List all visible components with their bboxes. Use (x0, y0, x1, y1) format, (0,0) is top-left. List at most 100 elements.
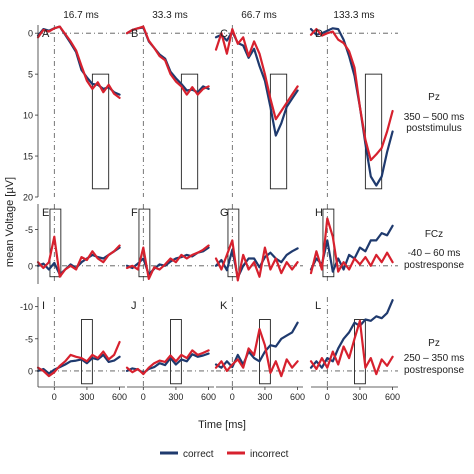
x-tick-label: 600 (201, 392, 216, 402)
column-title-3: 66.7 ms (241, 10, 277, 21)
series-line-incorrect (125, 349, 210, 376)
analysis-window-box (81, 319, 93, 385)
panel-letter: K (220, 300, 228, 312)
panel-G: G (214, 204, 303, 284)
panel-letter: D (315, 28, 323, 40)
series-line-incorrect (36, 340, 121, 378)
panel-background (38, 25, 125, 197)
panel-F: F (125, 204, 214, 284)
panel-B: B (125, 25, 214, 197)
panel-letter: B (131, 28, 138, 40)
y-tick-label: 20 (23, 193, 33, 203)
panel-background (127, 204, 214, 284)
x-tick-label: 600 (385, 392, 400, 402)
legend-label-correct: correct (183, 449, 214, 460)
series-line-correct (214, 247, 299, 279)
y-tick-label: -5 (25, 334, 33, 344)
row1-window-line2: poststimulus (406, 123, 462, 134)
panel-letter: A (42, 28, 50, 40)
row2-electrode: FCz (425, 229, 443, 240)
legend-label-incorrect: incorrect (250, 449, 289, 460)
panel-letter: F (131, 207, 138, 219)
series-line-incorrect (125, 25, 210, 96)
series-line-incorrect (309, 217, 394, 275)
series-line-incorrect (309, 319, 394, 376)
y-tick-label: -5 (25, 225, 33, 235)
series-line-incorrect (36, 25, 121, 100)
series-line-incorrect (36, 235, 121, 278)
analysis-window-box (91, 73, 110, 190)
analysis-window-box (49, 208, 62, 278)
column-title-4: 133.3 ms (333, 10, 374, 21)
y-tick-label: 15 (23, 152, 33, 162)
panel-letter: H (315, 207, 323, 219)
panel-K: K 0 300 600 (214, 297, 305, 402)
panel-C: C (214, 25, 303, 197)
panel-I: I -10 -5 0 0 300 600 (20, 297, 127, 402)
y-tick-label: 10 (23, 111, 33, 121)
analysis-window-box (138, 208, 151, 278)
series-line-incorrect (125, 244, 210, 280)
x-tick-label: 300 (352, 392, 367, 402)
row3-electrode: Pz (428, 338, 440, 349)
series-line-correct (309, 27, 394, 187)
row3-window-line1: 250 – 350 ms (404, 353, 465, 364)
panel-E: E -5 0 (25, 204, 125, 284)
analysis-window-box (180, 73, 199, 190)
y-tick-label: 5 (28, 70, 33, 80)
x-tick-label: 600 (112, 392, 127, 402)
row2-window-line2: postresponse (404, 260, 464, 271)
analysis-window-box (259, 319, 271, 385)
panel-D: D (309, 25, 398, 197)
x-tick-label: 0 (52, 392, 57, 402)
panel-background (38, 204, 125, 284)
series-line-incorrect (309, 28, 394, 162)
row1-window-line1: 350 – 500 ms (404, 112, 465, 123)
panel-H: H (309, 204, 398, 284)
panel-background (311, 25, 398, 197)
y-tick-label: 0 (28, 366, 33, 376)
analysis-window-box (354, 319, 366, 385)
x-tick-label: 300 (79, 392, 94, 402)
y-tick-label: 0 (28, 29, 33, 39)
x-tick-label: 300 (257, 392, 272, 402)
panel-background (216, 25, 303, 197)
x-tick-label: 0 (230, 392, 235, 402)
series-line-correct (36, 353, 121, 375)
x-tick-label: 0 (325, 392, 330, 402)
panel-A: A0 5 10 15 20 (23, 25, 125, 203)
legend: correct incorrect (160, 449, 289, 460)
panel-J: J 0 300 600 (125, 297, 216, 402)
row1-electrode: Pz (428, 92, 440, 103)
row3-window-line2: postresponse (404, 365, 464, 376)
panel-letter: G (220, 207, 229, 219)
series-line-correct (214, 321, 299, 369)
analysis-window-box (364, 73, 383, 190)
x-axis-label: Time [ms] (198, 419, 246, 431)
x-tick-label: 600 (290, 392, 305, 402)
column-title-1: 16.7 ms (63, 10, 99, 21)
panel-background (127, 25, 214, 197)
series-line-incorrect (214, 239, 299, 282)
y-axis-label: mean Voltage [µV] (4, 177, 16, 267)
x-tick-label: 0 (141, 392, 146, 402)
panel-letter: J (131, 300, 137, 312)
analysis-window-box (170, 319, 182, 385)
column-title-2: 33.3 ms (152, 10, 188, 21)
row-labels: Pz 350 – 500 ms poststimulus FCz -40 – 6… (404, 92, 465, 376)
x-tick-label: 300 (168, 392, 183, 402)
column-titles: 16.7 ms 33.3 ms 66.7 ms 133.3 ms (63, 10, 374, 21)
y-tick-label: -10 (20, 302, 33, 312)
series-line-incorrect (214, 328, 299, 378)
panel-L: L 0 300 600 (309, 297, 400, 402)
panel-letter: I (42, 300, 45, 312)
panel-letter: E (42, 207, 49, 219)
analysis-window-box (227, 208, 240, 278)
panel-letter: L (315, 300, 321, 312)
panel-letter: C (220, 28, 228, 40)
y-tick-label: 0 (28, 261, 33, 271)
series-line-correct (214, 30, 299, 137)
series-line-incorrect (214, 28, 299, 121)
